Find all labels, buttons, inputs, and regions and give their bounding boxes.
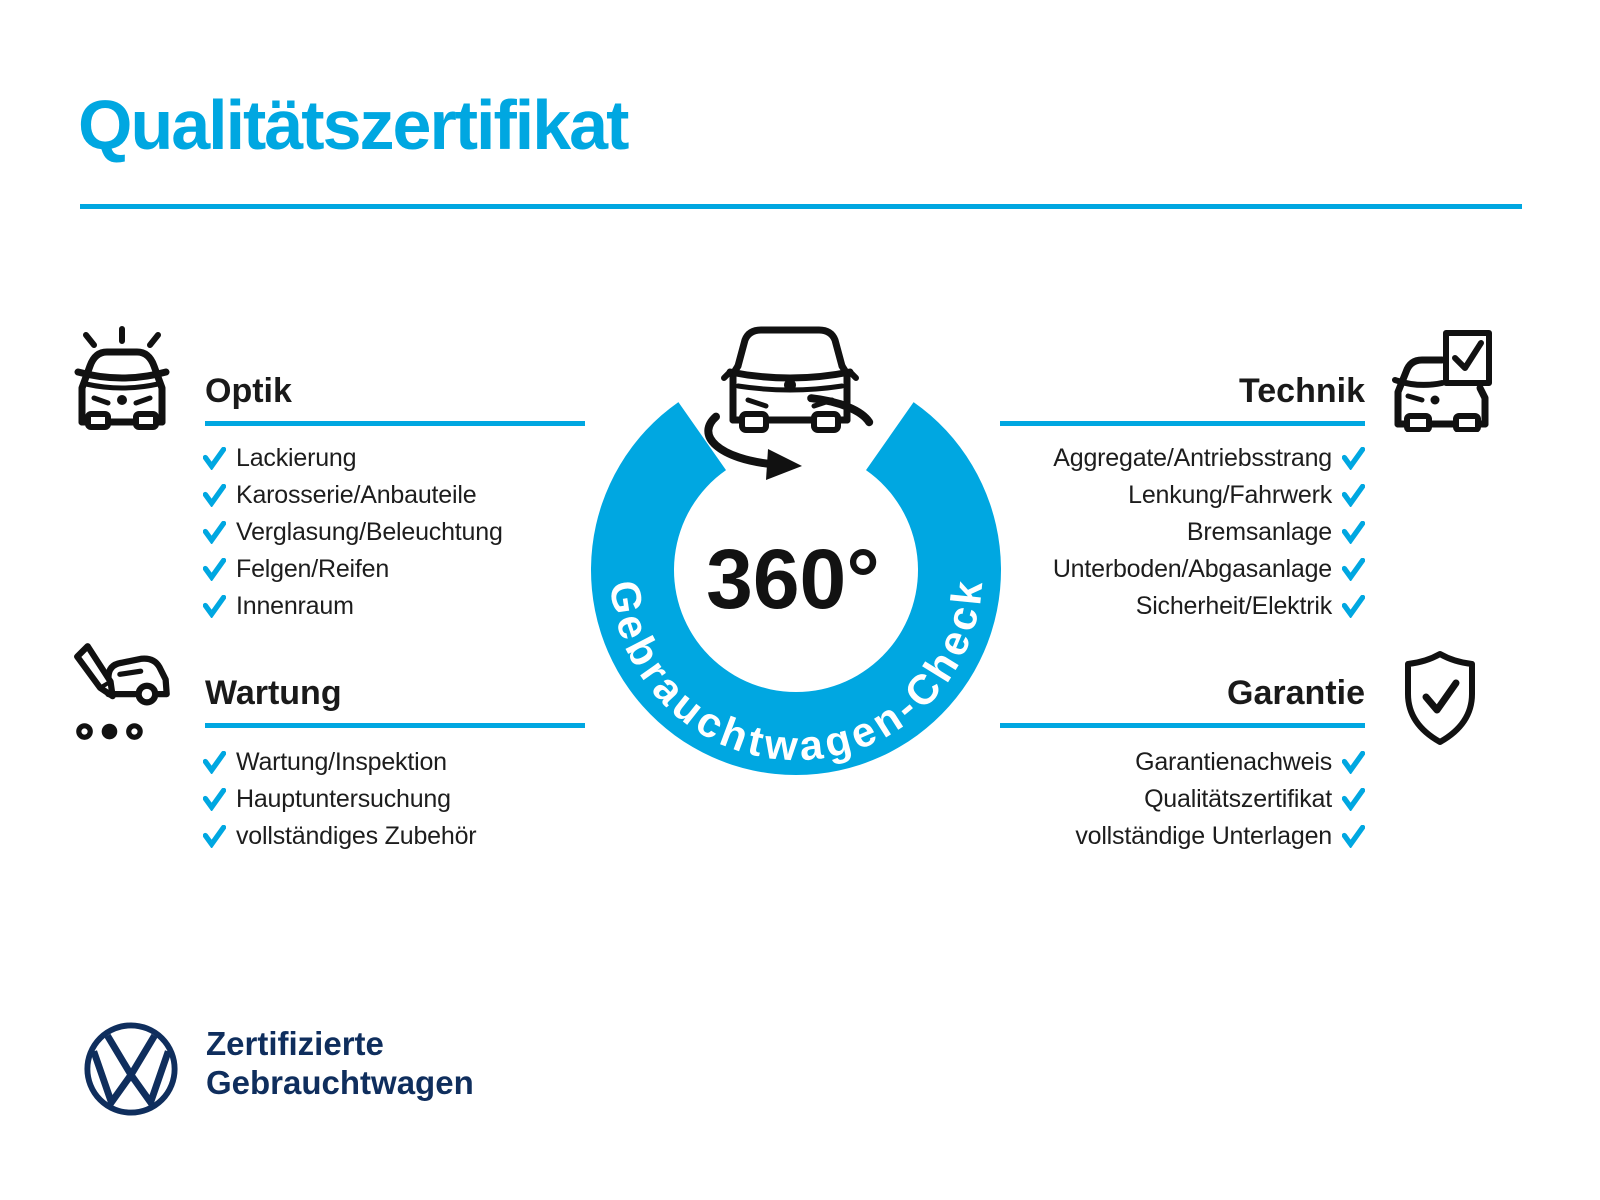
checklist-item-label: Sicherheit/Elektrik <box>1135 592 1332 620</box>
check-icon <box>203 751 226 774</box>
checklist-item-label: Felgen/Reifen <box>236 555 390 583</box>
garantie-checklist: Garantienachweis Qualitätszertifikat volls… <box>1000 744 1365 855</box>
checklist-item: vollständige Unterlagen <box>1000 818 1365 855</box>
checklist-item: Lenkung/Fahrwerk <box>1000 477 1365 514</box>
check-icon <box>1342 751 1365 774</box>
section-technik-header: Technik <box>1000 371 1365 426</box>
check-icon <box>1342 788 1365 811</box>
shiny-car-icon <box>74 326 170 430</box>
check-icon <box>203 825 226 848</box>
check-icon <box>1342 521 1365 544</box>
section-technik-underline <box>1000 420 1365 426</box>
section-wartung-underline <box>205 722 585 728</box>
technik-checklist: Aggregate/Antriebsstrang Lenkung/Fahrwerk… <box>1000 440 1365 625</box>
checklist-item-label: Lackierung <box>236 444 357 472</box>
checklist-item-label: Wartung/Inspektion <box>236 748 447 776</box>
brand-text: Zertifizierte Gebrauchtwagen <box>206 1024 474 1102</box>
section-garantie-title: Garantie <box>1227 674 1365 712</box>
section-garantie-underline <box>1000 722 1365 728</box>
checklist-item: Bremsanlage <box>1000 514 1365 551</box>
360-check-badge: Gebrauchtwagen-Check 360° <box>591 326 1001 776</box>
check-icon <box>1342 447 1365 470</box>
section-optik-header: Optik <box>205 371 585 426</box>
checklist-item: Unterboden/Abgasanlage <box>1000 551 1365 588</box>
shield-check-icon <box>1405 651 1475 745</box>
wartung-checklist: Wartung/Inspektion Hauptuntersuchung volls… <box>203 744 477 855</box>
brand-line2: Gebrauchtwagen <box>206 1064 474 1101</box>
checklist-item: Lackierung <box>203 440 503 477</box>
check-icon <box>1342 825 1365 848</box>
checklist-item-label: Garantienachweis <box>1135 748 1332 776</box>
section-optik-underline <box>205 420 585 426</box>
page-title: Qualitätszertifikat <box>78 86 629 164</box>
brand-line1: Zertifizierte <box>206 1025 384 1062</box>
check-icon <box>203 521 226 544</box>
badge-center-label: 360° <box>706 532 880 626</box>
checklist-item: Garantienachweis <box>1000 744 1365 781</box>
vw-logo <box>84 1022 178 1116</box>
checklist-item-label: Bremsanlage <box>1186 518 1332 546</box>
checklist-item: Wartung/Inspektion <box>203 744 476 781</box>
optik-checklist: Lackierung Karosserie/Anbauteile Verglasun… <box>203 440 503 625</box>
checklist-item: Karosserie/Anbauteile <box>203 477 503 514</box>
check-icon <box>203 484 226 507</box>
section-garantie-header: Garantie <box>1000 673 1365 728</box>
checklist-item-label: vollständiges Zubehör <box>236 822 477 850</box>
checklist-item-label: Unterboden/Abgasanlage <box>1052 555 1332 583</box>
checklist-item: Aggregate/Antriebsstrang <box>1000 440 1365 477</box>
checklist-item: Hauptuntersuchung <box>203 781 476 818</box>
checklist-item: Innenraum <box>203 588 503 625</box>
check-icon <box>203 558 226 581</box>
check-icon <box>1342 558 1365 581</box>
badge-ring <box>591 402 1001 776</box>
checklist-item-label: Verglasung/Beleuchtung <box>236 518 503 546</box>
checklist-item-label: Lenkung/Fahrwerk <box>1128 481 1332 509</box>
check-icon <box>203 788 226 811</box>
check-icon <box>1342 484 1365 507</box>
pencil-service-car-icon <box>74 643 170 740</box>
checklist-item-label: Karosserie/Anbauteile <box>236 481 477 509</box>
section-wartung-title: Wartung <box>205 674 342 712</box>
checklist-item-label: Hauptuntersuchung <box>236 785 451 813</box>
checklist-item: vollständiges Zubehör <box>203 818 477 855</box>
check-icon <box>203 447 226 470</box>
title-divider <box>80 204 1522 209</box>
checklist-item: Qualitätszertifikat <box>1000 781 1365 818</box>
checklist-item: Sicherheit/Elektrik <box>1000 588 1365 625</box>
section-optik-title: Optik <box>205 372 292 410</box>
rotating-car-360-icon <box>704 326 874 480</box>
checklist-item: Verglasung/Beleuchtung <box>203 514 503 551</box>
checklist-item-label: vollständige Unterlagen <box>1075 822 1332 850</box>
section-technik-title: Technik <box>1239 372 1365 410</box>
checklist-item-label: Qualitätszertifikat <box>1144 785 1332 813</box>
section-wartung-header: Wartung <box>205 673 585 728</box>
check-icon <box>1342 595 1365 618</box>
checklist-item-label: Aggregate/Antriebsstrang <box>1053 444 1332 472</box>
checklist-item-label: Innenraum <box>236 592 354 620</box>
car-checklist-icon <box>1392 330 1492 432</box>
check-icon <box>203 595 226 618</box>
checklist-item: Felgen/Reifen <box>203 551 503 588</box>
